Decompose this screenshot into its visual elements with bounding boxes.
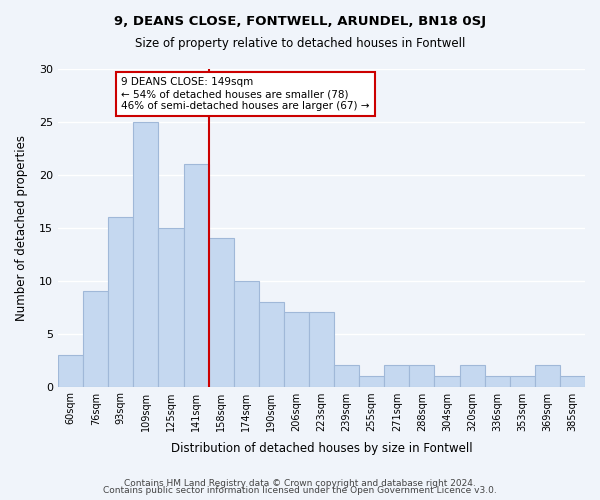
Y-axis label: Number of detached properties: Number of detached properties [15,135,28,321]
Bar [384,366,409,386]
Bar [259,302,284,386]
Bar [158,228,184,386]
Text: 9, DEANS CLOSE, FONTWELL, ARUNDEL, BN18 0SJ: 9, DEANS CLOSE, FONTWELL, ARUNDEL, BN18 … [114,15,486,28]
Bar [535,366,560,386]
Bar [460,366,485,386]
Text: 9 DEANS CLOSE: 149sqm
← 54% of detached houses are smaller (78)
46% of semi-deta: 9 DEANS CLOSE: 149sqm ← 54% of detached … [121,78,370,110]
Bar [409,366,434,386]
X-axis label: Distribution of detached houses by size in Fontwell: Distribution of detached houses by size … [171,442,472,455]
Bar [108,217,133,386]
Text: Contains HM Land Registry data © Crown copyright and database right 2024.: Contains HM Land Registry data © Crown c… [124,478,476,488]
Bar [209,238,234,386]
Bar [434,376,460,386]
Text: Size of property relative to detached houses in Fontwell: Size of property relative to detached ho… [135,38,465,51]
Bar [334,366,359,386]
Bar [309,312,334,386]
Bar [133,122,158,386]
Bar [510,376,535,386]
Text: Contains public sector information licensed under the Open Government Licence v3: Contains public sector information licen… [103,486,497,495]
Bar [485,376,510,386]
Bar [284,312,309,386]
Bar [560,376,585,386]
Bar [234,280,259,386]
Bar [359,376,384,386]
Bar [184,164,209,386]
Bar [58,355,83,386]
Bar [83,292,108,386]
